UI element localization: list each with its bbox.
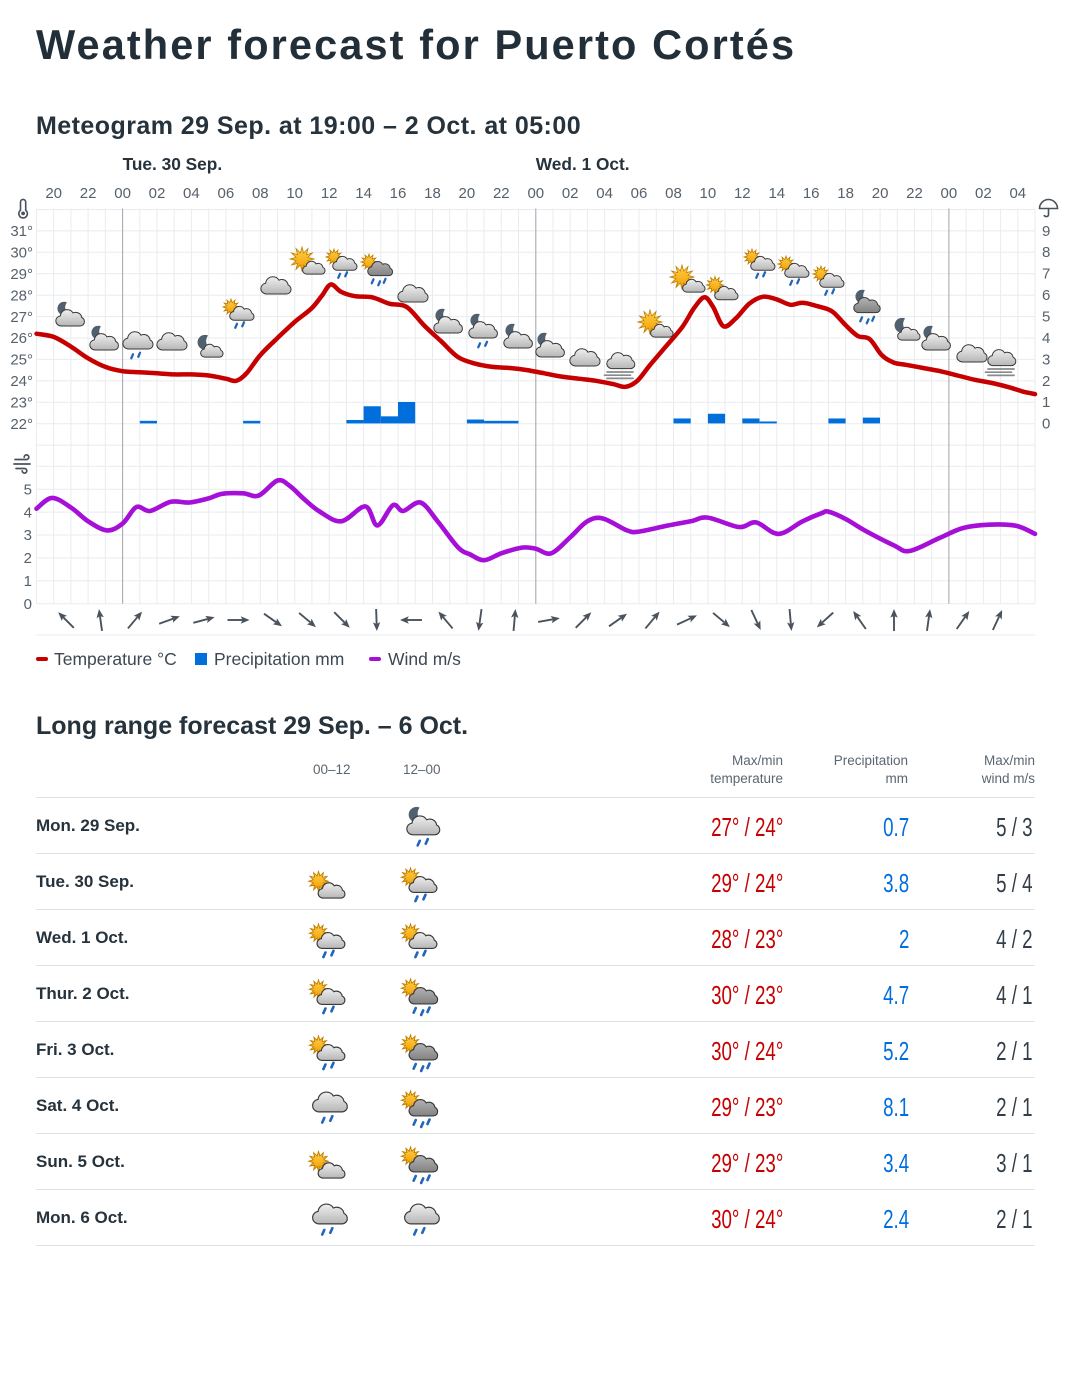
- svg-text:29°: 29°: [10, 266, 33, 283]
- svg-text:20: 20: [872, 185, 889, 202]
- svg-text:22: 22: [80, 185, 97, 202]
- svg-text:23°: 23°: [10, 395, 33, 412]
- svg-text:31°: 31°: [10, 223, 33, 240]
- svg-text:Temperature °C: Temperature °C: [54, 649, 177, 669]
- svg-text:0: 0: [24, 596, 32, 613]
- svg-text:18: 18: [837, 185, 854, 202]
- svg-text:00: 00: [527, 185, 544, 202]
- svg-text:02: 02: [149, 185, 166, 202]
- svg-text:20: 20: [459, 185, 476, 202]
- svg-text:22: 22: [906, 185, 923, 202]
- svg-text:02: 02: [975, 185, 992, 202]
- svg-text:7: 7: [1042, 266, 1050, 283]
- svg-text:10: 10: [700, 185, 717, 202]
- svg-text:0: 0: [1042, 416, 1050, 433]
- svg-text:2: 2: [1042, 373, 1050, 390]
- svg-text:04: 04: [596, 185, 613, 202]
- svg-text:06: 06: [631, 185, 648, 202]
- svg-text:18: 18: [424, 185, 441, 202]
- svg-text:9: 9: [1042, 223, 1050, 240]
- svg-text:22: 22: [493, 185, 510, 202]
- svg-text:4: 4: [24, 504, 32, 521]
- svg-text:Tue. 30 Sep.: Tue. 30 Sep.: [123, 154, 223, 174]
- svg-text:30°: 30°: [10, 245, 33, 262]
- svg-text:Precipitation mm: Precipitation mm: [214, 649, 344, 669]
- svg-text:22°: 22°: [10, 416, 33, 433]
- svg-text:3: 3: [24, 527, 32, 544]
- svg-text:08: 08: [252, 185, 269, 202]
- svg-text:Wind m/s: Wind m/s: [388, 649, 461, 669]
- svg-text:1: 1: [1042, 394, 1050, 411]
- svg-text:25°: 25°: [10, 352, 33, 369]
- svg-text:06: 06: [218, 185, 235, 202]
- svg-text:00: 00: [114, 185, 131, 202]
- svg-text:2: 2: [24, 550, 32, 567]
- svg-text:28°: 28°: [10, 287, 33, 304]
- svg-text:27°: 27°: [10, 309, 33, 326]
- svg-text:02: 02: [562, 185, 579, 202]
- svg-text:16: 16: [390, 185, 407, 202]
- svg-text:6: 6: [1042, 287, 1050, 304]
- svg-text:26°: 26°: [10, 330, 33, 347]
- svg-text:8: 8: [1042, 244, 1050, 261]
- svg-text:24°: 24°: [10, 373, 33, 390]
- svg-text:12: 12: [321, 185, 338, 202]
- svg-text:4: 4: [1042, 330, 1050, 347]
- svg-text:14: 14: [355, 185, 372, 202]
- svg-text:20: 20: [45, 185, 62, 202]
- svg-text:Wed. 1 Oct.: Wed. 1 Oct.: [536, 154, 630, 174]
- svg-text:16: 16: [803, 185, 820, 202]
- svg-text:04: 04: [183, 185, 200, 202]
- svg-text:5: 5: [1042, 309, 1050, 326]
- svg-text:5: 5: [24, 481, 32, 498]
- svg-text:00: 00: [941, 185, 958, 202]
- svg-text:12: 12: [734, 185, 751, 202]
- svg-text:14: 14: [768, 185, 785, 202]
- svg-text:10: 10: [286, 185, 303, 202]
- svg-text:08: 08: [665, 185, 682, 202]
- svg-text:3: 3: [1042, 351, 1050, 368]
- svg-text:1: 1: [24, 573, 32, 590]
- svg-text:04: 04: [1009, 185, 1026, 202]
